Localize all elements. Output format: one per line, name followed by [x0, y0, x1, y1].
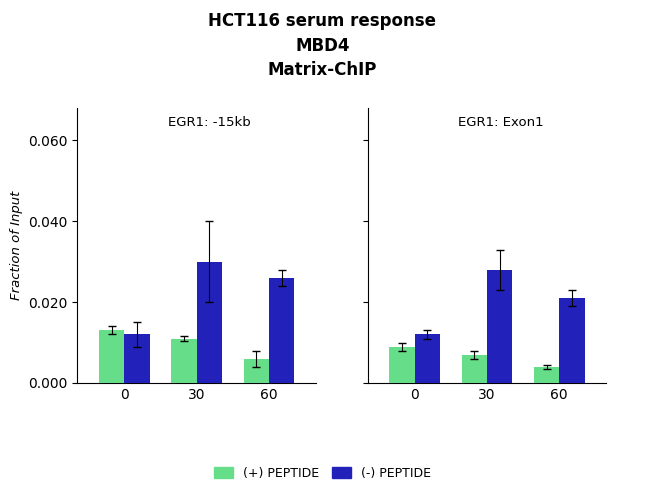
- Bar: [99, 330, 124, 383]
- Y-axis label: Fraction of Input: Fraction of Input: [10, 191, 23, 300]
- Text: EGR1: -15kb: EGR1: -15kb: [168, 116, 251, 129]
- Bar: [269, 278, 294, 383]
- Text: EGR1: Exon1: EGR1: Exon1: [459, 116, 544, 129]
- Bar: [462, 355, 487, 383]
- Bar: [172, 338, 197, 383]
- Bar: [559, 298, 584, 383]
- Bar: [487, 270, 512, 383]
- Bar: [534, 367, 559, 383]
- Text: MBD4: MBD4: [295, 37, 350, 55]
- Bar: [244, 359, 269, 383]
- Bar: [390, 347, 415, 383]
- Text: Matrix-ChIP: Matrix-ChIP: [268, 61, 377, 80]
- Bar: [124, 334, 150, 383]
- Text: HCT116 serum response: HCT116 serum response: [208, 12, 437, 30]
- Legend: (+) PEPTIDE, (-) PEPTIDE: (+) PEPTIDE, (-) PEPTIDE: [210, 462, 435, 485]
- Bar: [415, 334, 440, 383]
- Bar: [197, 262, 222, 383]
